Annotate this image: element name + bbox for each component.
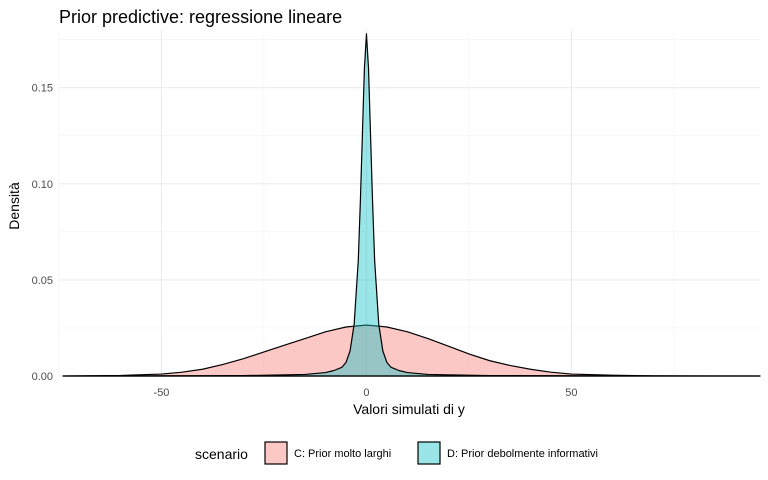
x-tick-label: 50 [565, 387, 577, 399]
legend: scenario C: Prior molto larghi D: Prior d… [195, 441, 598, 465]
chart-title: Prior predictive: regressione lineare [59, 7, 342, 27]
grid [58, 30, 760, 377]
density-area-series-2 [62, 33, 761, 377]
y-tick-label: 0.05 [32, 275, 53, 287]
density-areas [62, 33, 761, 377]
x-axis-ticks: -50050100 [154, 387, 768, 399]
legend-key-series-2 [417, 441, 441, 465]
y-axis-title: Densità [6, 182, 22, 230]
density-area-series-1 [62, 324, 761, 377]
y-tick-label: 0.00 [32, 371, 53, 383]
legend-label-series-1: C: Prior molto larghi [294, 448, 391, 460]
x-tick-label: -50 [154, 387, 170, 399]
legend-key-series-1 [264, 441, 288, 465]
y-tick-label: 0.15 [32, 83, 53, 95]
x-tick-label: 0 [363, 387, 369, 399]
x-axis-title: Valori simulati di y [353, 401, 465, 417]
legend-title: scenario [195, 446, 248, 462]
y-axis-ticks: 0.00 0.05 0.10 0.15 [32, 83, 53, 383]
legend-label-series-2: D: Prior debolmente informativi [447, 448, 598, 460]
y-tick-label: 0.10 [32, 179, 53, 191]
